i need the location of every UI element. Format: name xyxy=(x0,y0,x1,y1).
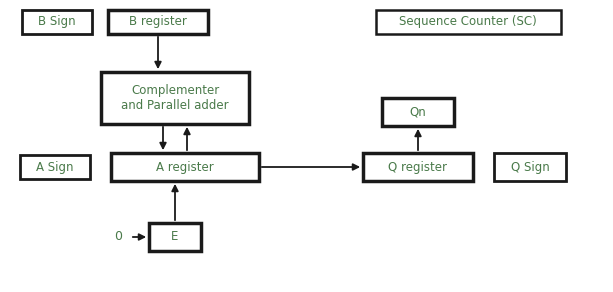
Bar xyxy=(363,153,473,181)
Bar xyxy=(20,155,90,179)
Bar xyxy=(149,223,201,251)
Bar xyxy=(376,10,560,34)
Bar xyxy=(22,10,92,34)
Bar xyxy=(111,153,259,181)
Text: Sequence Counter (SC): Sequence Counter (SC) xyxy=(399,15,537,29)
Text: B Sign: B Sign xyxy=(38,15,76,29)
Text: Qn: Qn xyxy=(409,105,427,119)
Text: E: E xyxy=(171,230,178,244)
Bar xyxy=(101,72,249,124)
Text: Q register: Q register xyxy=(389,161,447,173)
Bar xyxy=(494,153,566,181)
Text: 0: 0 xyxy=(114,230,122,244)
Text: A register: A register xyxy=(156,161,214,173)
Bar xyxy=(382,98,454,126)
Text: A Sign: A Sign xyxy=(36,161,74,173)
Text: Q Sign: Q Sign xyxy=(511,161,549,173)
Bar xyxy=(108,10,208,34)
Text: Complementer
and Parallel adder: Complementer and Parallel adder xyxy=(121,84,229,112)
Text: B register: B register xyxy=(129,15,187,29)
